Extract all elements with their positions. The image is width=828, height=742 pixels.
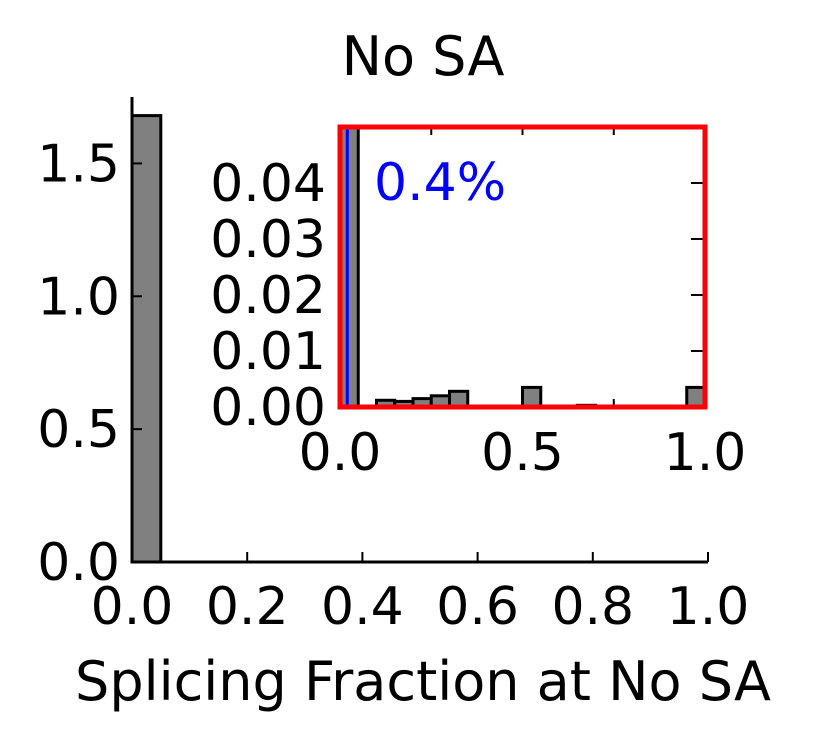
main-y-tick-label: 1.0 [37,267,120,327]
inset-x-tick-label: 0.0 [299,423,382,483]
inset-y-tick-label: 0.02 [210,266,326,326]
inset-bar-8 [685,385,707,409]
inset-bar-0 [338,125,360,409]
x-axis-label: Splicing Fraction at No SA [75,650,771,713]
inset-y-ticks: 0.000.010.020.030.04 [210,154,705,438]
main-x-tick-label: 1.0 [667,577,750,637]
inset-histogram-panel: 0.0 0.5 1.0 0.000.010.020.030.04 0.4% [210,124,747,483]
main-x-tick-label: 0.6 [436,577,519,637]
inset-background [340,127,705,407]
main-x-tick-label: 0.0 [91,577,174,637]
inset-x-tick-label: 0.5 [481,423,564,483]
inset-x-tick-label: 1.0 [664,423,747,483]
main-bars [130,114,163,564]
inset-y-tick-label: 0.03 [210,210,326,270]
main-y-tick-label: 1.5 [37,134,120,194]
main-x-tick-label: 0.2 [206,577,289,637]
main-y-tick-label: 0.5 [37,400,120,460]
main-y-tick-label: 0.0 [37,533,120,593]
main-x-tick-label: 0.4 [321,577,404,637]
inset-frame [337,124,708,410]
inset-x-ticks: 0.0 0.5 1.0 [299,127,747,483]
inset-bar-6 [521,385,543,409]
main-bar-0 [130,114,163,564]
inset-y-tick-label: 0.00 [210,378,326,438]
chart-title: No SA [342,25,505,88]
main-histogram-panel: 0.0 0.2 0.4 0.6 0.8 1.0 0.0 0.5 1.0 1.5 [37,97,749,637]
main-x-ticks: 0.0 0.2 0.4 0.6 0.8 1.0 [91,552,750,637]
percentage-annotation: 0.4% [374,153,506,213]
main-x-tick-label: 0.8 [551,577,634,637]
inset-y-tick-label: 0.04 [210,154,326,214]
main-y-ticks: 0.0 0.5 1.0 1.5 [37,134,142,593]
inset-y-tick-label: 0.01 [210,322,326,382]
